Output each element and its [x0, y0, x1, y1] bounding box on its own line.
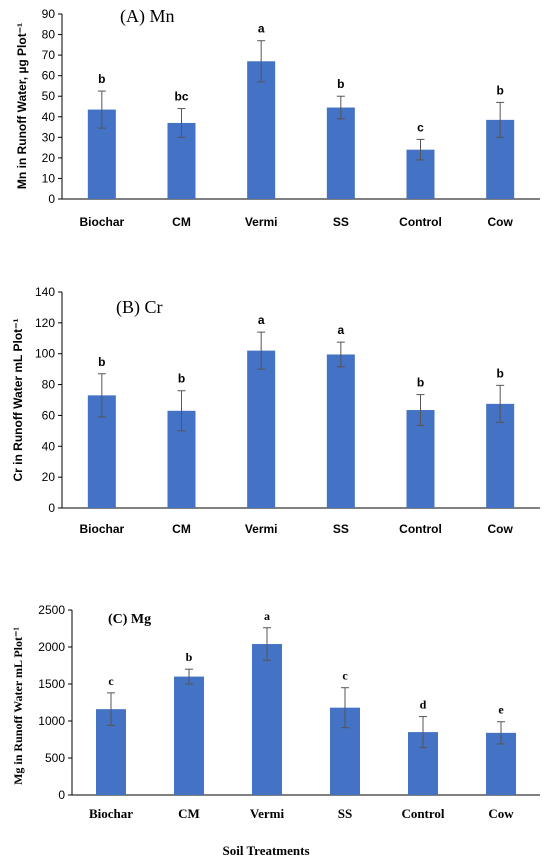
significance-letter: a	[264, 609, 270, 623]
y-tick-label: 50	[42, 89, 56, 103]
y-tick-label: 0	[48, 192, 55, 206]
bar-vermi	[252, 644, 282, 795]
bar-control	[406, 410, 435, 508]
y-tick-label: 40	[42, 110, 56, 124]
significance-letter: b	[178, 372, 185, 386]
y-tick-label: 20	[42, 470, 56, 484]
y-tick-label: 70	[42, 48, 56, 62]
x-tick-label: Vermi	[250, 806, 285, 821]
x-tick-label: Control	[399, 522, 442, 536]
x-tick-label: Control	[399, 215, 442, 229]
y-axis-title: Mn in Runoff Water, µg Plot⁻¹	[15, 23, 29, 189]
significance-letter: b	[496, 366, 503, 380]
x-tick-label: CM	[178, 806, 200, 821]
y-tick-label: 1000	[38, 714, 65, 728]
y-tick-label: 60	[42, 408, 56, 422]
significance-letter: b	[98, 72, 105, 86]
significance-letter: c	[108, 674, 114, 688]
x-tick-label: SS	[333, 522, 349, 536]
y-tick-label: 40	[42, 439, 56, 453]
y-tick-label: 90	[42, 7, 56, 21]
x-tick-label: Biochar	[89, 806, 133, 821]
x-tick-label: Vermi	[245, 522, 278, 536]
y-tick-label: 500	[45, 751, 65, 765]
y-tick-label: 140	[35, 285, 55, 299]
significance-letter: b	[98, 355, 105, 369]
x-tick-label: Cow	[487, 522, 513, 536]
bar-ss	[326, 107, 355, 199]
y-tick-label: 2000	[38, 640, 65, 654]
x-tick-label: Control	[401, 806, 444, 821]
y-tick-label: 80	[42, 378, 56, 392]
chart-panel-a: 0102030405060708090bBiocharbcCMaVermibSS…	[15, 6, 540, 229]
bar-ss	[326, 354, 355, 508]
x-tick-label: SS	[338, 806, 352, 821]
y-tick-label: 1500	[38, 677, 65, 691]
y-tick-label: 10	[42, 171, 56, 185]
significance-letter: e	[498, 703, 504, 717]
panel-title: (C) Mg	[108, 612, 151, 627]
significance-letter: c	[417, 120, 424, 134]
x-tick-label: Biochar	[79, 215, 124, 229]
significance-letter: b	[337, 77, 344, 91]
significance-letter: a	[258, 313, 265, 327]
significance-letter: b	[496, 83, 503, 97]
chart-panel-b: 0 20 40 60 80 100 120 140 b Biochar b CM a Vermi a SS b C…	[11, 285, 540, 536]
panel-title: (B) Cr	[116, 297, 163, 318]
x-tick-label: CM	[172, 522, 191, 536]
y-axis-title: Cr in Runoff Water mL Plot⁻¹	[11, 319, 25, 482]
bar-vermi	[247, 350, 276, 508]
x-axis-title: Soil Treatments	[222, 843, 309, 858]
significance-letter: bc	[174, 90, 188, 104]
bar-vermi	[247, 61, 276, 200]
y-tick-label: 80	[42, 28, 56, 42]
panel-title: (A) Mn	[120, 6, 175, 27]
y-tick-label: 20	[42, 151, 56, 165]
x-tick-label: SS	[333, 215, 349, 229]
chart-panel-c: 0 500 1000 1500 2000 2500 c Biochar b CM a Vermi c SS…	[11, 603, 540, 858]
x-tick-label: Cow	[487, 215, 513, 229]
y-tick-label: 0	[58, 788, 65, 802]
y-tick-label: 60	[42, 69, 56, 83]
significance-letter: d	[420, 698, 427, 712]
significance-letter: a	[337, 323, 344, 337]
y-tick-label: 30	[42, 130, 56, 144]
significance-letter: c	[342, 669, 348, 683]
y-tick-label: 120	[35, 316, 55, 330]
y-tick-label: 0	[48, 501, 55, 515]
bar-cm	[174, 676, 204, 795]
y-tick-label: 100	[35, 347, 55, 361]
y-axis-title: Mg in Runoff Water mL Plot⁻¹	[11, 627, 25, 785]
significance-letter: b	[186, 650, 193, 664]
x-tick-label: Biochar	[79, 522, 124, 536]
significance-letter: a	[258, 22, 265, 36]
x-tick-label: Cow	[488, 806, 514, 821]
x-tick-label: CM	[172, 215, 191, 229]
y-tick-label: 2500	[38, 603, 65, 617]
significance-letter: b	[417, 376, 424, 390]
x-tick-label: Vermi	[245, 215, 278, 229]
